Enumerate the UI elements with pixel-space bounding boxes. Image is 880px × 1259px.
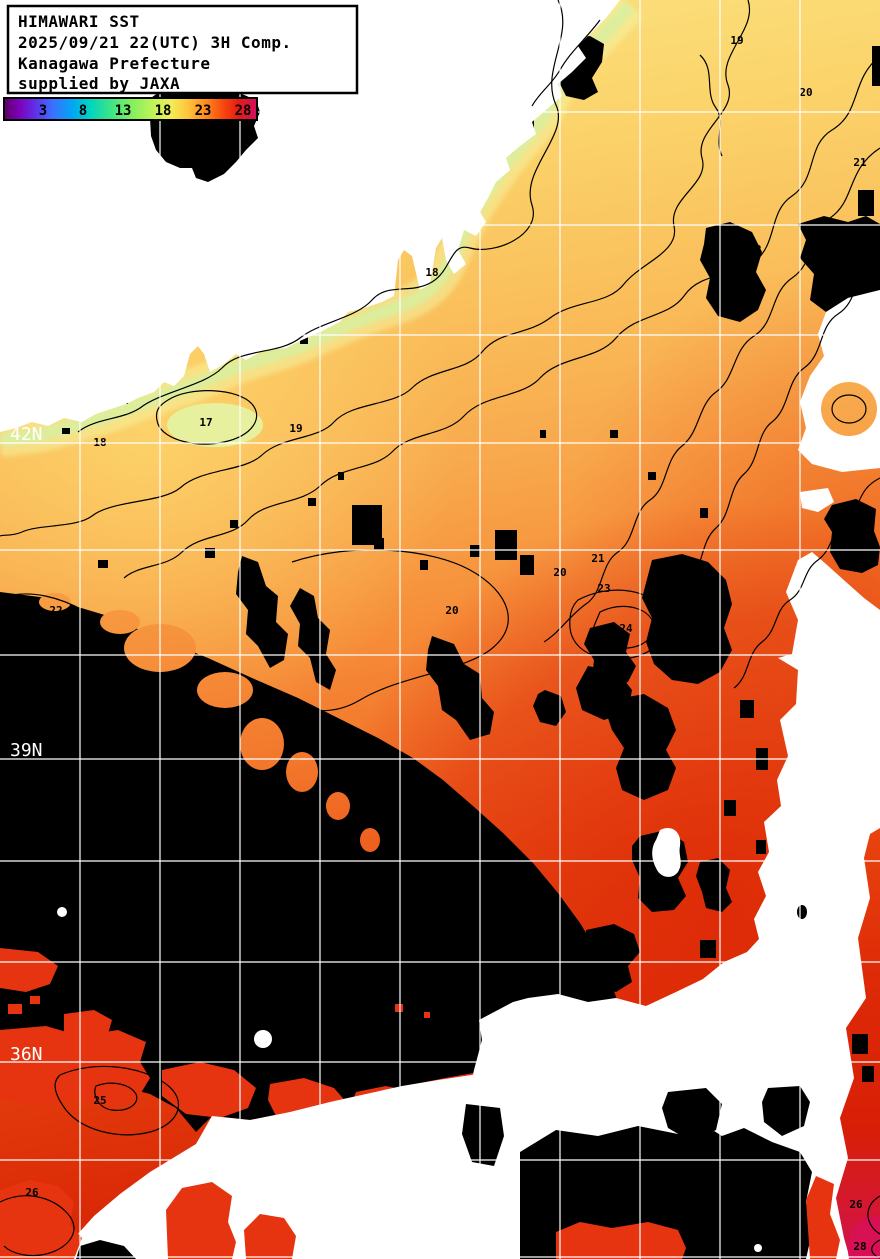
- contour-label: 26: [849, 1198, 863, 1211]
- contour-label: 20: [799, 86, 812, 99]
- colorbar-gradient: [5, 99, 256, 119]
- island: [57, 907, 67, 917]
- colorbar-tick: 13: [115, 103, 132, 119]
- contour-label: 22: [748, 243, 761, 256]
- island: [754, 1244, 762, 1252]
- colorbar-tick: 3: [39, 103, 47, 119]
- islet-dark: [797, 905, 807, 919]
- isotherm-labels: 17 18 18 19 19 20 20 20 21 21 22 22 23 2…: [25, 34, 867, 1253]
- colorbar-tick: 18: [155, 103, 172, 119]
- contour-label: 25: [93, 1094, 106, 1107]
- latitude-labels: 42N 39N 36N: [10, 424, 43, 1065]
- title-line-product: HIMAWARI SST: [18, 12, 140, 31]
- latitude-label-36n: 36N: [10, 1044, 43, 1065]
- contour-label: 19: [730, 34, 743, 47]
- latitude-label-42n: 42N: [10, 424, 43, 445]
- contour-label: 18: [425, 266, 438, 279]
- island: [642, 1057, 648, 1063]
- colorbar: 3 8 13 18 23 28: [3, 97, 258, 121]
- contour-label: 23: [597, 582, 610, 595]
- island-layer: [57, 827, 762, 1252]
- title-box: HIMAWARI SST 2025/09/21 22(UTC) 3H Comp.…: [6, 4, 359, 95]
- title-line-credit: supplied by JAXA: [18, 74, 180, 93]
- title-line-region: Kanagawa Prefecture: [18, 54, 211, 73]
- latitude-label-39n: 39N: [10, 740, 43, 761]
- island: [652, 827, 681, 877]
- cool-patch: [167, 403, 263, 447]
- contour-label: 21: [853, 156, 867, 169]
- contour-label: 26: [25, 1186, 39, 1199]
- contour-label: 28: [853, 1240, 866, 1253]
- cloud-south-corner: [76, 1240, 136, 1259]
- colorbar-tick: 28: [235, 103, 252, 119]
- contour-label: 19: [289, 422, 302, 435]
- contour-label: 23: [693, 642, 706, 655]
- title-box-frame: [6, 4, 359, 95]
- contour-label: 22: [49, 604, 62, 617]
- island: [254, 1030, 272, 1048]
- strait-water: [821, 382, 877, 436]
- colorbar-tick: 23: [195, 103, 212, 119]
- title-line-datetime: 2025/09/21 22(UTC) 3H Comp.: [18, 33, 292, 52]
- contour-label: 17: [199, 416, 212, 429]
- contour-label: 24: [619, 622, 633, 635]
- cloud-mass-southwest: [0, 592, 643, 1132]
- contour-label: 20: [445, 604, 458, 617]
- south-warm-patches: [0, 1176, 840, 1259]
- colorbar-tick: 8: [79, 103, 87, 119]
- contour-label: 21: [591, 552, 605, 565]
